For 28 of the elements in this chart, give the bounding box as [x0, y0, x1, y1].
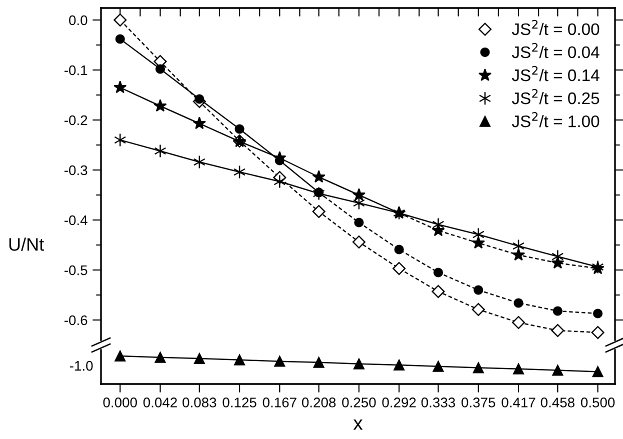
x-axis-title: x	[353, 420, 363, 430]
y-tick-label: -0.1	[64, 65, 88, 76]
x-tick-label: 0.167	[262, 398, 296, 408]
x-tick-label: 0.083	[182, 398, 216, 408]
x-tick-label: 0.333	[421, 398, 456, 408]
x-tick-label: 0.208	[302, 398, 336, 408]
legend-label: JS$^{2}$/t = 0.14	[512, 66, 600, 82]
y-tick-label: -0.5	[64, 265, 88, 276]
y-tick-label: -0.6	[64, 315, 88, 326]
y-tick-label: -0.4	[64, 215, 88, 226]
text: -1.0	[70, 360, 93, 371]
legend-label: JS$^{2}$/t = 1.00	[512, 112, 600, 128]
x-tick-label: 0.125	[222, 398, 256, 408]
x-tick-label: 0.292	[382, 398, 416, 408]
legend-label: JS$^{2}$/t = 0.00	[512, 20, 600, 36]
x-tick-label: 0.042	[143, 398, 177, 408]
y-tick-label: -0.2	[64, 115, 88, 126]
x-tick-label: 0.375	[462, 398, 496, 408]
x-tick-label: 0.417	[502, 398, 536, 408]
x-tick-label: 0.000	[103, 398, 137, 408]
y-tick-label: 0.0	[69, 15, 88, 26]
x-tick-label: 0.250	[342, 398, 376, 408]
legend-label: JS$^{2}$/t = 0.25	[512, 89, 600, 104]
x-tick-label: 0.458	[540, 398, 574, 408]
y-axis-title: U/Nt	[9, 238, 44, 251]
x-tick-label: 0.500	[580, 398, 615, 408]
y-tick-label: -0.3	[64, 165, 88, 176]
legend-label: JS$^{2}$/t = 0.04	[512, 42, 600, 58]
